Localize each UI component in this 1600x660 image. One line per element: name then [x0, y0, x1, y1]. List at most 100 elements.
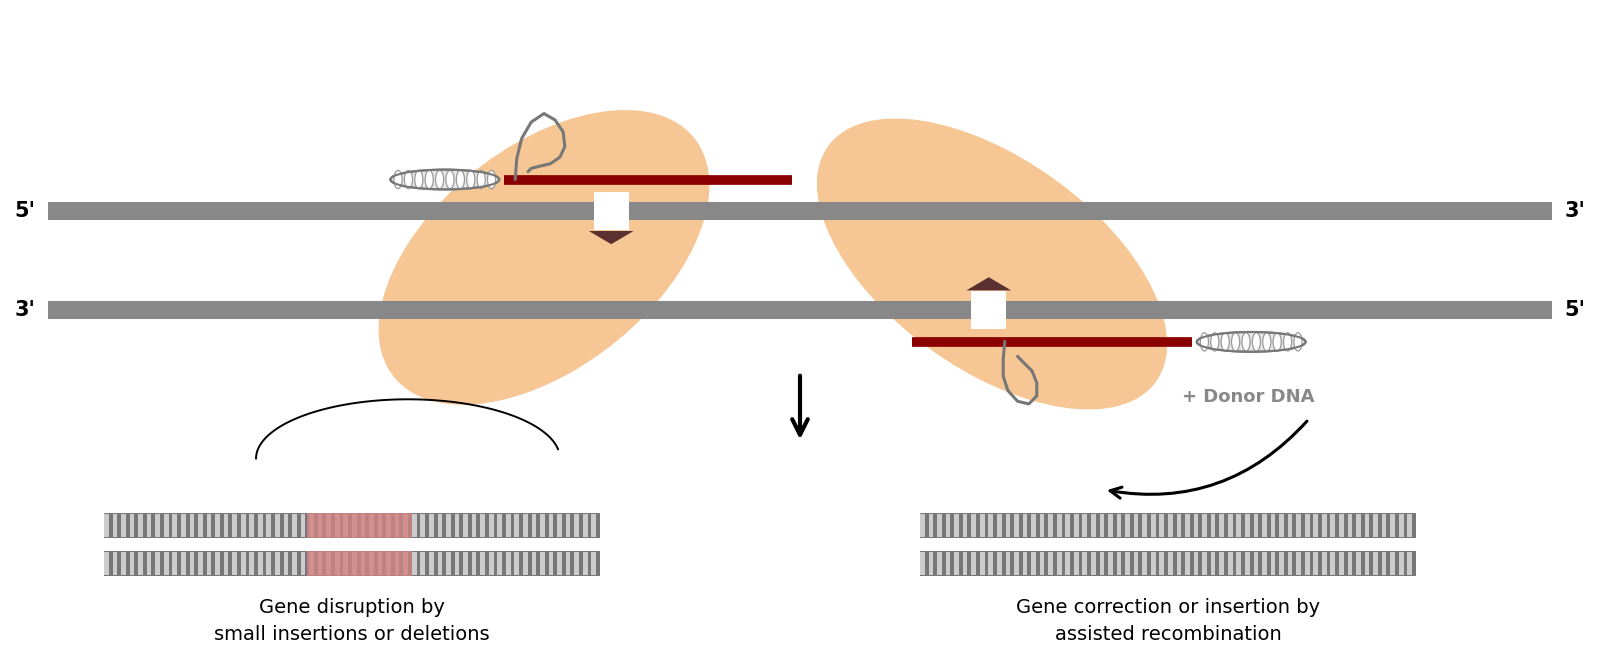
- Bar: [1270, 514, 1275, 537]
- Bar: [275, 514, 280, 537]
- Bar: [309, 552, 314, 575]
- Bar: [267, 514, 270, 537]
- Bar: [1022, 514, 1027, 537]
- Bar: [1117, 552, 1122, 575]
- Ellipse shape: [1274, 333, 1282, 351]
- Bar: [454, 514, 459, 537]
- Bar: [1390, 552, 1395, 575]
- Bar: [189, 514, 194, 537]
- Bar: [1306, 514, 1309, 537]
- Bar: [232, 552, 237, 575]
- Bar: [1382, 514, 1387, 537]
- Bar: [1150, 552, 1155, 575]
- Bar: [1091, 552, 1096, 575]
- Bar: [557, 552, 562, 575]
- Bar: [1058, 514, 1061, 537]
- Bar: [1150, 514, 1155, 537]
- Bar: [541, 514, 546, 537]
- Bar: [181, 552, 186, 575]
- Bar: [971, 552, 976, 575]
- Bar: [250, 552, 254, 575]
- Bar: [181, 514, 186, 537]
- Polygon shape: [589, 231, 634, 244]
- Bar: [971, 291, 1006, 329]
- Ellipse shape: [467, 170, 475, 189]
- Bar: [1160, 514, 1165, 537]
- Bar: [1058, 552, 1061, 575]
- Bar: [214, 514, 219, 537]
- Bar: [301, 552, 306, 575]
- Text: 5': 5': [1565, 300, 1586, 320]
- Bar: [1365, 552, 1370, 575]
- Bar: [1331, 514, 1334, 537]
- Bar: [1270, 552, 1275, 575]
- Bar: [1048, 552, 1053, 575]
- Bar: [138, 552, 142, 575]
- Bar: [250, 514, 254, 537]
- Bar: [989, 552, 994, 575]
- Ellipse shape: [446, 170, 454, 189]
- Bar: [334, 552, 339, 575]
- Text: 5': 5': [14, 201, 35, 221]
- Bar: [963, 552, 968, 575]
- Ellipse shape: [1283, 333, 1291, 351]
- Bar: [122, 552, 126, 575]
- Bar: [462, 514, 467, 537]
- Bar: [386, 514, 390, 537]
- Bar: [1066, 552, 1070, 575]
- Bar: [582, 514, 587, 537]
- Bar: [112, 514, 117, 537]
- Bar: [378, 514, 382, 537]
- Ellipse shape: [1211, 333, 1219, 351]
- Bar: [198, 552, 203, 575]
- Bar: [454, 552, 459, 575]
- Bar: [490, 514, 493, 537]
- Bar: [360, 552, 365, 575]
- Bar: [979, 514, 984, 537]
- Bar: [155, 552, 160, 575]
- Bar: [971, 514, 976, 537]
- Bar: [480, 552, 485, 575]
- Ellipse shape: [1262, 333, 1270, 351]
- Bar: [1142, 514, 1147, 537]
- Bar: [1083, 552, 1086, 575]
- Bar: [1219, 552, 1224, 575]
- Bar: [1227, 514, 1232, 537]
- Bar: [592, 514, 597, 537]
- Bar: [1134, 514, 1139, 537]
- Bar: [1390, 514, 1395, 537]
- Bar: [920, 550, 1416, 576]
- Ellipse shape: [456, 170, 464, 189]
- Bar: [566, 514, 571, 537]
- Bar: [1262, 514, 1267, 537]
- Bar: [352, 552, 357, 575]
- Bar: [582, 552, 587, 575]
- Bar: [307, 513, 411, 539]
- Bar: [541, 552, 546, 575]
- Bar: [275, 552, 280, 575]
- Bar: [267, 552, 270, 575]
- Bar: [232, 514, 237, 537]
- Bar: [1186, 514, 1190, 537]
- Bar: [1202, 552, 1206, 575]
- Bar: [112, 552, 117, 575]
- Bar: [920, 552, 925, 575]
- Bar: [1048, 514, 1053, 537]
- Bar: [1211, 552, 1216, 575]
- Bar: [1357, 552, 1362, 575]
- Bar: [411, 552, 416, 575]
- Bar: [307, 550, 411, 576]
- Bar: [1398, 514, 1403, 537]
- Bar: [1194, 552, 1198, 575]
- Ellipse shape: [1221, 333, 1229, 351]
- Bar: [574, 552, 579, 575]
- Bar: [189, 552, 194, 575]
- Bar: [549, 552, 554, 575]
- Bar: [1014, 514, 1019, 537]
- Bar: [1142, 552, 1147, 575]
- Ellipse shape: [1253, 333, 1261, 351]
- Ellipse shape: [390, 170, 499, 189]
- Bar: [446, 514, 451, 537]
- Bar: [515, 514, 518, 537]
- Bar: [318, 552, 323, 575]
